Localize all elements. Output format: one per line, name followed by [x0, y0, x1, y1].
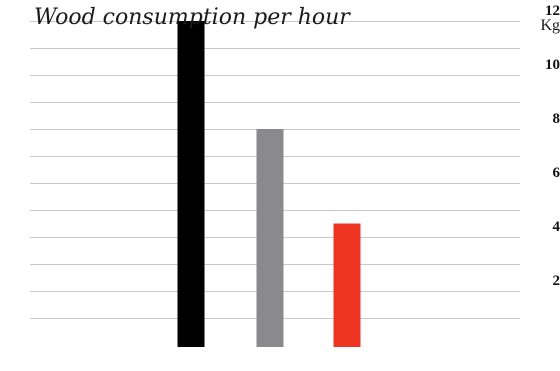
- y-tick-label: 8: [553, 111, 560, 127]
- y-tick-label: 6: [553, 165, 560, 181]
- chart-title: Wood consumption per hour: [34, 5, 351, 30]
- y-axis-unit-label: Kg: [540, 17, 560, 34]
- y-tick-label: 4: [553, 219, 560, 235]
- bar-3: [333, 223, 361, 347]
- y-axis-ticks: 2 4 6 8 10 12: [545, 3, 560, 289]
- y-tick-label: 2: [553, 273, 560, 289]
- bars: [177, 21, 361, 347]
- y-tick-label: 12: [545, 3, 560, 19]
- y-tick-label: 10: [545, 57, 560, 73]
- bar-2: [256, 129, 284, 347]
- bar-1: [177, 21, 205, 347]
